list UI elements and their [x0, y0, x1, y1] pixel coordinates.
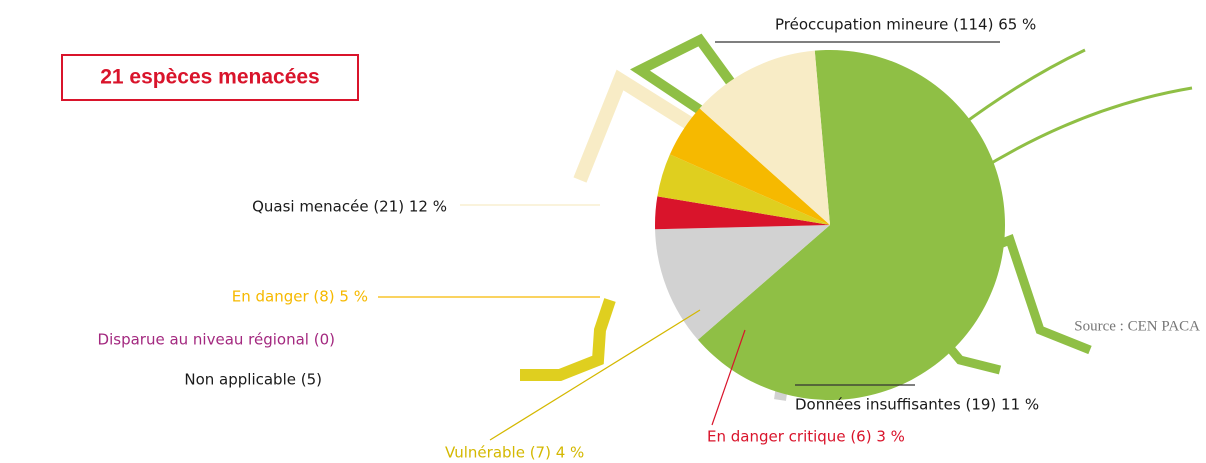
- leg: [573, 69, 704, 183]
- slice-label: En danger (8) 5 %: [232, 288, 368, 306]
- title-box: [61, 54, 359, 101]
- slice-label: Données insuffisantes (19) 11 %: [795, 396, 1039, 414]
- source: Source : CEN PACA: [1074, 318, 1200, 334]
- slice-label: Vulnérable (7) 4 %: [445, 444, 584, 462]
- pie-slice: [699, 50, 830, 226]
- leg: [520, 298, 616, 381]
- slice-label: En danger critique (6) 3 %: [707, 428, 905, 446]
- pie-slice: [657, 154, 830, 225]
- pie-slice: [697, 50, 1005, 400]
- slice-label: Quasi menacée (21) 12 %: [252, 198, 447, 216]
- chart-title: 21 espèces menacées: [100, 66, 320, 89]
- slice-label: Préoccupation mineure (114) 65 %: [775, 16, 1036, 34]
- leader-line: [711, 329, 746, 426]
- pie-slice: [655, 196, 830, 230]
- leader-line: [489, 309, 701, 441]
- pie-slice: [669, 108, 830, 225]
- slice-label: Disparue au niveau régional (0): [98, 331, 335, 349]
- slice-label: Non applicable (5): [184, 371, 322, 389]
